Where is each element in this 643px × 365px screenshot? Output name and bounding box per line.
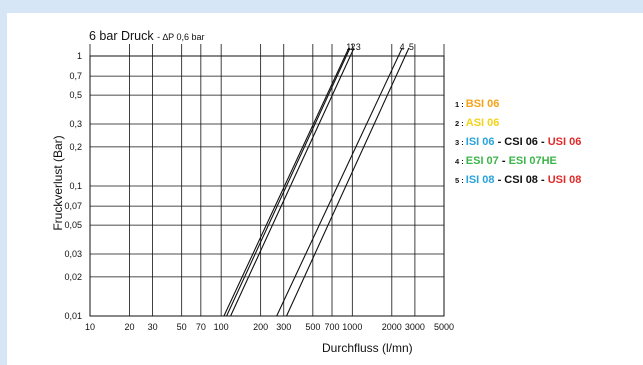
line-number-label: 5 [409,42,414,52]
legend-item: 3 : ISI 06 - CSI 06 - USI 06 [455,133,581,152]
line-number-label: 1 [346,42,351,52]
y-tick-label: 0,03 [64,249,82,259]
legend-item-label: CSI 06 [504,136,538,148]
legend-item: 2 : ASI 06 [455,114,581,133]
chart-legend: 1 : BSI 06 2 : ASI 06 3 : ISI 06 - CSI 06 - U… [455,95,581,190]
series-line-3 [230,47,355,317]
chart-title: 6 bar Druck - ∆P 0,6 bar [89,29,204,43]
legend-item: 4 : ESI 07 - ESI 07HE [455,152,581,171]
legend-item-label: BSI 06 [465,98,500,110]
chart-subtitle: - ∆P 0,6 bar [157,32,205,42]
series-line-4 [276,47,403,317]
line-number-label: 3 [356,42,361,52]
legend-item-label: USI 06 [547,136,582,148]
legend-item-label: CSI 08 [504,174,538,186]
x-axis-label: Durchfluss (l/mn) [322,341,413,355]
legend-item-label: ISI 08 [465,174,495,186]
y-tick-label: 0,3 [69,119,82,129]
x-tick-label: 500 [305,322,320,332]
legend-item: 1 : BSI 06 [455,95,581,114]
legend-item-label: - [537,174,548,186]
legend-item-label: USI 08 [547,174,582,186]
y-tick-label: 0,07 [64,201,82,211]
legend-item-label: ESI 07HE [508,155,557,167]
plot-frame [89,55,445,317]
x-tick-label: 700 [324,322,339,332]
y-tick-label: 0,7 [69,71,82,81]
series-line-5 [286,47,410,317]
legend-item: 5 : ISI 08 - CSI 08 - USI 08 [455,171,581,190]
x-tick-label: 5000 [434,322,454,332]
line-number-label: 4 [400,42,405,52]
x-tick-label: 3000 [405,322,425,332]
y-tick-label: 1 [77,51,82,61]
x-tick-label: 2000 [382,322,402,332]
series-line-1 [223,47,350,317]
legend-item-label: - [537,136,548,148]
line-number-label: 2 [350,42,355,52]
legend-item-number: 4 : [455,157,464,166]
y-tick-label: 0,01 [64,311,82,321]
chart-panel [7,13,643,365]
series-line-2 [226,47,351,317]
x-tick-label: 1000 [342,322,362,332]
legend-item-number: 1 : [455,100,464,109]
x-tick-label: 10 [85,322,95,332]
x-tick-label: 70 [196,322,206,332]
x-tick-label: 30 [148,322,158,332]
y-tick-label: 0,02 [64,272,82,282]
legend-item-label: ASI 06 [465,117,500,129]
legend-item-label: ISI 06 [465,136,495,148]
legend-item-number: 2 : [455,119,464,128]
legend-item-label: - [494,174,505,186]
legend-item-number: 3 : [455,138,464,147]
x-tick-label: 100 [214,322,229,332]
chart-title-main: 6 bar Druck [89,29,154,43]
y-tick-label: 0,1 [69,181,82,191]
legend-item-label: - [494,136,505,148]
y-tick-label: 0,05 [64,220,82,230]
x-tick-label: 200 [253,322,268,332]
y-tick-label: 0,5 [69,90,82,100]
x-tick-label: 20 [124,322,134,332]
legend-item-label: - [498,155,509,167]
x-tick-label: 300 [276,322,291,332]
x-tick-label: 50 [177,322,187,332]
legend-item-label: ESI 07 [465,155,499,167]
y-tick-label: 0,2 [69,142,82,152]
legend-item-number: 5 : [455,176,464,185]
